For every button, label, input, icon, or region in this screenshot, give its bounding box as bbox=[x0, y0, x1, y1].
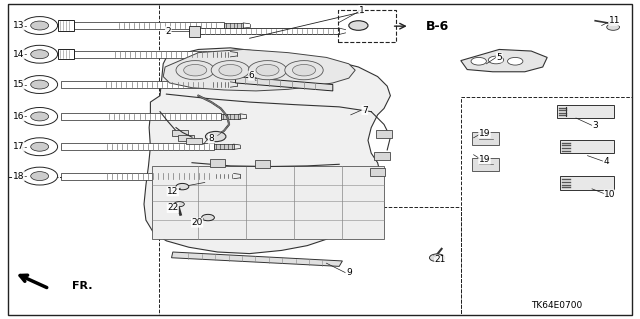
Polygon shape bbox=[163, 49, 355, 91]
Bar bbox=[8, 4, 159, 177]
Text: FR.: FR. bbox=[72, 280, 92, 291]
Circle shape bbox=[471, 57, 486, 65]
Circle shape bbox=[22, 17, 58, 34]
Text: 7: 7 bbox=[362, 106, 367, 115]
Polygon shape bbox=[144, 48, 390, 254]
Circle shape bbox=[219, 64, 242, 76]
Text: 20: 20 bbox=[191, 218, 203, 227]
Bar bbox=[189, 28, 339, 34]
Text: 17: 17 bbox=[13, 142, 24, 151]
Circle shape bbox=[248, 61, 287, 80]
Polygon shape bbox=[472, 132, 499, 145]
Bar bbox=[58, 20, 74, 31]
Text: 1: 1 bbox=[359, 6, 364, 15]
Text: 15: 15 bbox=[13, 80, 24, 89]
Polygon shape bbox=[152, 166, 384, 239]
Bar bbox=[211, 82, 230, 87]
Circle shape bbox=[349, 21, 368, 30]
Bar bbox=[370, 168, 385, 176]
Text: 9: 9 bbox=[346, 268, 351, 277]
Bar bbox=[214, 144, 234, 149]
Circle shape bbox=[31, 80, 49, 89]
Circle shape bbox=[429, 254, 445, 262]
Text: 10: 10 bbox=[604, 190, 616, 199]
Circle shape bbox=[31, 172, 49, 181]
Bar bbox=[189, 26, 200, 37]
Text: 22: 22 bbox=[167, 204, 179, 212]
Bar bbox=[214, 174, 234, 179]
Circle shape bbox=[176, 183, 189, 190]
Circle shape bbox=[22, 108, 58, 125]
Bar bbox=[74, 22, 224, 29]
Circle shape bbox=[22, 138, 58, 156]
Text: 14: 14 bbox=[13, 50, 24, 59]
Bar bbox=[211, 52, 230, 57]
Text: 8: 8 bbox=[209, 134, 214, 143]
Circle shape bbox=[184, 64, 207, 76]
Bar bbox=[74, 51, 211, 58]
Text: 21: 21 bbox=[435, 256, 446, 264]
Polygon shape bbox=[172, 252, 342, 266]
Bar bbox=[224, 23, 243, 28]
Text: 4: 4 bbox=[604, 157, 609, 166]
Bar bbox=[255, 160, 270, 168]
Circle shape bbox=[508, 57, 523, 65]
Bar bbox=[61, 113, 221, 120]
Polygon shape bbox=[472, 158, 499, 171]
Bar bbox=[376, 130, 392, 138]
Text: 18: 18 bbox=[13, 172, 24, 181]
Text: 11: 11 bbox=[609, 16, 620, 25]
Polygon shape bbox=[560, 140, 614, 153]
Text: 2: 2 bbox=[166, 27, 171, 36]
Circle shape bbox=[205, 131, 226, 142]
Circle shape bbox=[211, 61, 250, 80]
Circle shape bbox=[256, 64, 279, 76]
Bar bbox=[172, 130, 188, 136]
Bar bbox=[178, 135, 194, 141]
Circle shape bbox=[285, 61, 323, 80]
Bar bbox=[221, 114, 240, 119]
Bar bbox=[374, 152, 390, 160]
Circle shape bbox=[607, 24, 620, 30]
Circle shape bbox=[31, 21, 49, 30]
Text: B-6: B-6 bbox=[426, 20, 449, 33]
Polygon shape bbox=[560, 176, 614, 190]
Text: 19: 19 bbox=[479, 129, 490, 138]
Text: 6: 6 bbox=[249, 71, 254, 80]
Bar bbox=[159, 207, 461, 315]
Circle shape bbox=[488, 56, 504, 64]
Bar bbox=[61, 143, 214, 150]
Text: 19: 19 bbox=[479, 155, 490, 164]
Circle shape bbox=[31, 50, 49, 59]
Text: 5: 5 bbox=[497, 53, 502, 62]
Circle shape bbox=[22, 45, 58, 63]
Polygon shape bbox=[461, 49, 547, 72]
Bar bbox=[461, 97, 632, 315]
Polygon shape bbox=[557, 105, 614, 118]
Bar bbox=[61, 81, 211, 88]
Bar bbox=[58, 49, 74, 59]
Bar bbox=[186, 138, 202, 144]
Circle shape bbox=[174, 202, 184, 207]
Text: 16: 16 bbox=[13, 112, 24, 121]
Circle shape bbox=[31, 142, 49, 151]
Circle shape bbox=[22, 167, 58, 185]
Text: 13: 13 bbox=[13, 21, 24, 30]
Circle shape bbox=[292, 64, 316, 76]
Circle shape bbox=[22, 76, 58, 93]
Circle shape bbox=[31, 112, 49, 121]
Polygon shape bbox=[236, 77, 333, 91]
Text: 3: 3 bbox=[593, 121, 598, 130]
Text: TK64E0700: TK64E0700 bbox=[531, 301, 582, 310]
Bar bbox=[338, 10, 396, 42]
Bar bbox=[210, 159, 225, 167]
Circle shape bbox=[202, 214, 214, 221]
Bar bbox=[61, 173, 214, 180]
Text: 12: 12 bbox=[167, 187, 179, 196]
Circle shape bbox=[176, 61, 214, 80]
